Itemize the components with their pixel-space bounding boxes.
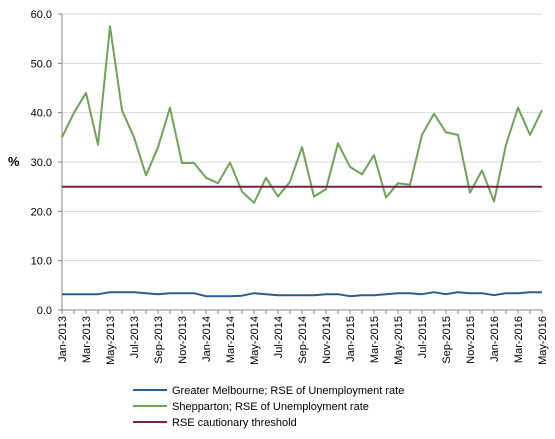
x-tick-label: Mar-2016 (513, 316, 525, 363)
x-tick-label: Sep-2013 (153, 316, 165, 364)
series-line-2 (61, 25, 543, 204)
x-tick-label: May-2014 (249, 316, 261, 365)
series-lines (61, 25, 543, 298)
y-tick-label: 50.0 (31, 58, 52, 70)
x-tick-label: Nov-2014 (321, 316, 333, 364)
x-tick-label: May-2016 (537, 316, 549, 365)
y-tick-label: 30.0 (31, 157, 52, 169)
gridlines (62, 13, 542, 311)
series-line-1 (62, 291, 542, 298)
x-tick-label: Sep-2015 (441, 316, 453, 364)
y-tick-label: 20.0 (31, 206, 52, 218)
x-tick-label: Mar-2013 (81, 316, 93, 363)
x-tick-label: Mar-2014 (225, 316, 237, 363)
x-tick-label: Mar-2015 (369, 316, 381, 363)
x-tick-label: Nov-2015 (465, 316, 477, 364)
x-tick-label: Jul-2014 (273, 316, 285, 358)
x-tick-label: Jan-2016 (489, 316, 501, 362)
x-tick-label: Jan-2015 (345, 316, 357, 362)
tick-labels: 0.0 10.0 20.0 30.0 40.0 50.0 60.0 Jan-2013 Mar-2… (31, 9, 549, 365)
legend: Greater Melbourne; RSE of Unemployment r… (133, 385, 404, 429)
x-tick-label: May-2013 (105, 316, 117, 365)
y-tick-label: 10.0 (31, 256, 52, 268)
legend-label: Greater Melbourne; RSE of Unemployment r… (172, 385, 404, 397)
x-tick-label: Jul-2013 (129, 316, 141, 358)
x-tick-label: Jul-2015 (417, 316, 429, 358)
x-tick-label: Jan-2014 (201, 316, 213, 362)
legend-label: RSE cautionary threshold (172, 417, 297, 429)
x-tick-label: May-2015 (393, 316, 405, 365)
x-tick-label: Nov-2013 (177, 316, 189, 364)
y-axis-title: % (8, 154, 20, 169)
y-tick-label: 60.0 (31, 9, 52, 21)
x-tick-label: Jan-2013 (57, 316, 69, 362)
legend-label: Shepparton; RSE of Unemployment rate (172, 401, 369, 413)
x-tick-label: Sep-2014 (297, 316, 309, 364)
y-tick-label: 40.0 (31, 108, 52, 120)
axes (58, 13, 543, 314)
y-tick-label: 0.0 (37, 305, 52, 317)
